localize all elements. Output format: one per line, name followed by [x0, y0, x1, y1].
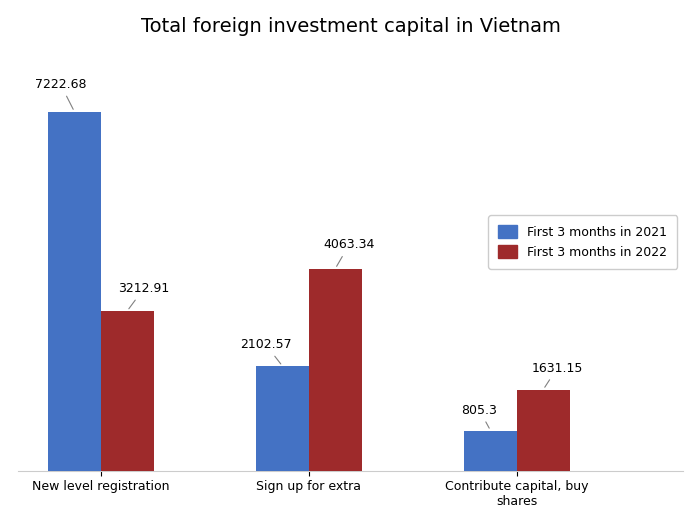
Text: 4063.34: 4063.34	[323, 238, 375, 266]
Bar	[256, 366, 309, 470]
Legend: First 3 months in 2021, First 3 months in 2022: First 3 months in 2021, First 3 months i…	[489, 215, 677, 269]
Bar	[309, 269, 362, 470]
Text: 805.3: 805.3	[461, 404, 498, 428]
Bar	[48, 112, 101, 470]
Text: 1631.15: 1631.15	[531, 362, 583, 387]
Bar	[464, 430, 517, 470]
Bar	[517, 390, 570, 470]
Bar	[101, 311, 153, 470]
Title: Total foreign investment capital in Vietnam: Total foreign investment capital in Viet…	[141, 17, 561, 36]
Text: 3212.91: 3212.91	[118, 282, 169, 309]
Text: 7222.68: 7222.68	[35, 78, 86, 109]
Text: 2102.57: 2102.57	[240, 338, 292, 364]
